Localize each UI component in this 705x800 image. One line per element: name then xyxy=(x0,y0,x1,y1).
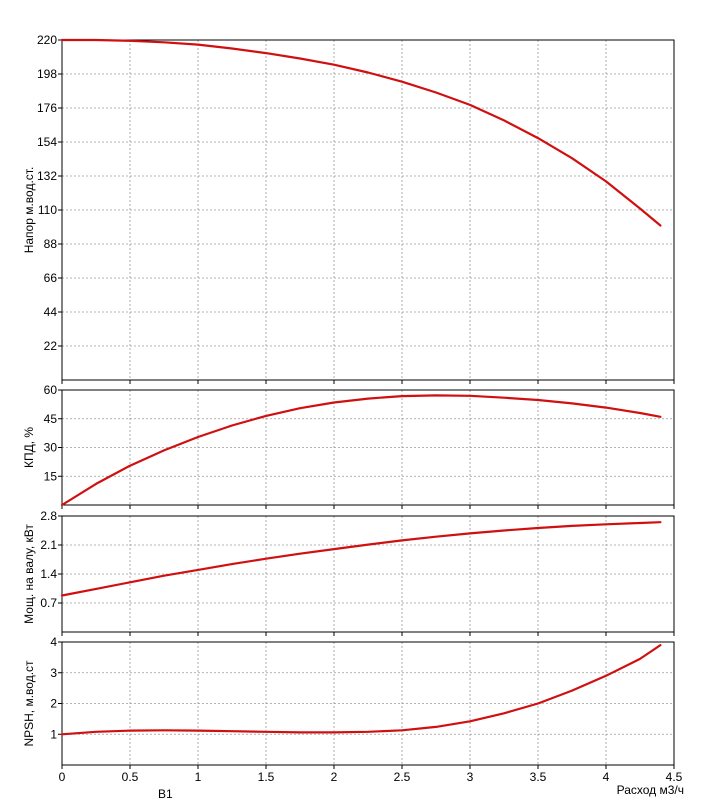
x-tick-label: 4 xyxy=(603,770,610,784)
y-tick-label: 2.1 xyxy=(40,538,57,552)
y-tick-label: 3 xyxy=(50,666,57,680)
series-line xyxy=(60,394,662,507)
x-tick-label: 4.5 xyxy=(666,770,683,784)
y-tick-label: 198 xyxy=(37,67,57,81)
y-axis-label: Напор м.вод.ст. xyxy=(22,167,36,254)
y-tick-label: 22 xyxy=(44,339,58,353)
y-tick-label: 88 xyxy=(44,237,58,251)
x-tick-label: 1 xyxy=(195,770,202,784)
y-tick-label: 110 xyxy=(38,203,57,217)
x-tick-label: 0.5 xyxy=(122,770,139,784)
y-tick-label: 60 xyxy=(44,383,58,397)
y-tick-label: 1 xyxy=(50,727,57,741)
y-tick-label: 44 xyxy=(44,305,58,319)
y-tick-label: 176 xyxy=(37,101,57,115)
y-tick-label: 66 xyxy=(44,271,58,285)
y-tick-label: 220 xyxy=(37,33,57,47)
series-line xyxy=(60,644,662,736)
x-tick-label: 3.5 xyxy=(530,770,547,784)
plot-frame xyxy=(61,641,675,766)
plot-frame xyxy=(61,515,675,633)
footer-label: B1 xyxy=(158,787,173,800)
y-tick-label: 2.8 xyxy=(40,509,57,523)
x-axis-label: Расход м3/ч xyxy=(617,783,684,797)
x-tick-label: 2 xyxy=(331,770,338,784)
y-axis-label: КПД, % xyxy=(22,427,36,468)
x-tick-label: 2.5 xyxy=(394,770,411,784)
y-tick-label: 2 xyxy=(50,697,57,711)
y-tick-label: 0.7 xyxy=(40,596,57,610)
y-tick-label: 132 xyxy=(37,169,57,183)
y-tick-label: 154 xyxy=(37,135,57,149)
plot-frame xyxy=(61,389,675,506)
panel-3: 0.7 1.4 2.1 2.8 Мощ. на валу, кВт xyxy=(22,509,675,636)
x-tick-label: 3 xyxy=(467,770,474,784)
y-tick-label: 15 xyxy=(44,469,58,483)
plot-frame xyxy=(61,39,675,381)
y-axis-label: NPSH, м.вод.ст xyxy=(22,660,36,747)
y-tick-label: 4 xyxy=(50,635,57,649)
panel-1: 22 44 66 88 110 132 154 176 198 220 Напор м.вод.ст… xyxy=(22,33,675,384)
y-axis-label: Мощ. на валу, кВт xyxy=(22,524,36,624)
y-tick-label: 1.4 xyxy=(40,567,57,581)
y-tick-label: 30 xyxy=(44,441,58,455)
x-tick-label: 0 xyxy=(59,770,66,784)
y-tick-label: 45 xyxy=(44,412,58,426)
panel-2: 15 30 45 60 КПД, % xyxy=(22,383,675,509)
series-line xyxy=(60,521,662,597)
panel-4: 1 2 3 4 NPSH, м.вод.ст 0 0.5 1 1.5 2 2.5 3 3.5 4 4.5Ра… xyxy=(22,635,684,797)
x-tick-label: 1.5 xyxy=(258,770,275,784)
series-line xyxy=(60,38,662,227)
